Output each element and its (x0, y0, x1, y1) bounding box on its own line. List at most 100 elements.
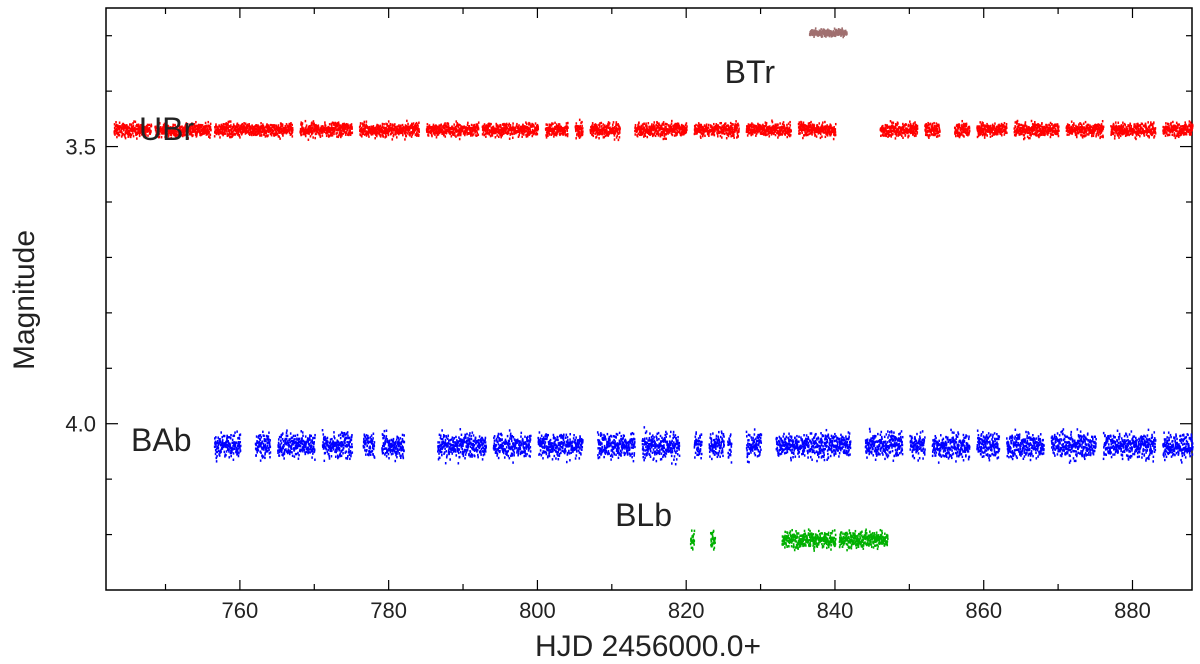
data-point (958, 125, 961, 129)
data-point (270, 134, 273, 137)
data-point (669, 124, 671, 127)
data-point (732, 132, 735, 135)
data-point (330, 134, 333, 137)
data-point (892, 121, 895, 124)
data-point (548, 133, 551, 136)
data-point (319, 135, 322, 139)
data-point (374, 137, 376, 140)
data-point (436, 129, 438, 133)
data-point (163, 129, 166, 132)
data-point (351, 131, 354, 134)
data-point (566, 132, 569, 136)
data-point (664, 125, 666, 129)
data-point (380, 126, 383, 129)
data-point (547, 134, 549, 138)
data-point (141, 128, 143, 132)
data-point (490, 134, 492, 137)
data-point (345, 131, 348, 134)
data-point (335, 127, 337, 130)
data-point (915, 134, 917, 137)
data-point (608, 130, 611, 134)
data-point (336, 131, 338, 135)
data-point (137, 128, 139, 131)
data-point (457, 130, 460, 133)
data-point (230, 130, 233, 133)
data-point (447, 128, 450, 132)
data-point (817, 127, 819, 131)
data-point (601, 131, 604, 134)
data-point (501, 130, 503, 134)
data-point (138, 124, 140, 128)
data-point (823, 125, 826, 129)
data-point (665, 137, 667, 141)
data-point (440, 125, 442, 129)
data-point (698, 130, 701, 133)
data-point (781, 128, 783, 132)
data-point (634, 133, 637, 136)
data-point (829, 127, 831, 131)
data-point (344, 131, 346, 134)
data-point (187, 137, 189, 140)
data-point (475, 130, 477, 133)
data-point (311, 121, 313, 124)
data-point (148, 123, 150, 127)
data-point (378, 132, 381, 136)
data-point (724, 122, 727, 125)
data-point (214, 129, 217, 132)
data-point (737, 135, 739, 138)
data-point (765, 122, 768, 125)
data-point (133, 120, 135, 123)
data-point (603, 128, 605, 131)
data-point (377, 131, 379, 135)
data-point (173, 131, 176, 135)
data-point (457, 126, 460, 129)
data-point (192, 129, 195, 132)
data-point (815, 135, 818, 138)
data-point (219, 136, 221, 139)
data-point (531, 125, 534, 128)
data-point (502, 130, 505, 134)
data-point (376, 123, 378, 127)
data-point (663, 123, 665, 126)
data-point (437, 128, 440, 132)
data-point (956, 132, 959, 135)
data-point (164, 126, 167, 130)
data-point (166, 130, 169, 133)
data-point (225, 129, 227, 132)
data-point (497, 129, 500, 133)
data-point (902, 122, 904, 126)
data-point (476, 129, 478, 132)
data-point (466, 123, 469, 127)
data-point (574, 125, 577, 128)
data-point (800, 123, 803, 126)
data-point (360, 128, 363, 132)
data-point (830, 124, 832, 127)
data-point (334, 121, 337, 125)
data-point (241, 131, 243, 134)
data-point (597, 126, 599, 130)
data-point (281, 123, 284, 127)
data-point (725, 125, 728, 128)
data-point (963, 125, 966, 128)
data-point (308, 126, 311, 129)
data-point (223, 125, 226, 129)
data-point (893, 127, 895, 131)
data-point (255, 124, 258, 127)
data-point (654, 134, 657, 138)
data-point (368, 125, 371, 129)
data-point (276, 128, 279, 131)
data-point (968, 125, 971, 129)
data-point (814, 29, 817, 33)
data-point (968, 133, 970, 136)
data-point (735, 123, 738, 127)
data-point (527, 132, 529, 136)
data-point (312, 124, 314, 127)
data-point (476, 131, 479, 135)
data-point (289, 133, 292, 136)
data-point (496, 130, 499, 134)
data-point (275, 130, 278, 134)
data-point (236, 122, 239, 125)
data-point (222, 131, 224, 134)
data-point (167, 128, 170, 131)
